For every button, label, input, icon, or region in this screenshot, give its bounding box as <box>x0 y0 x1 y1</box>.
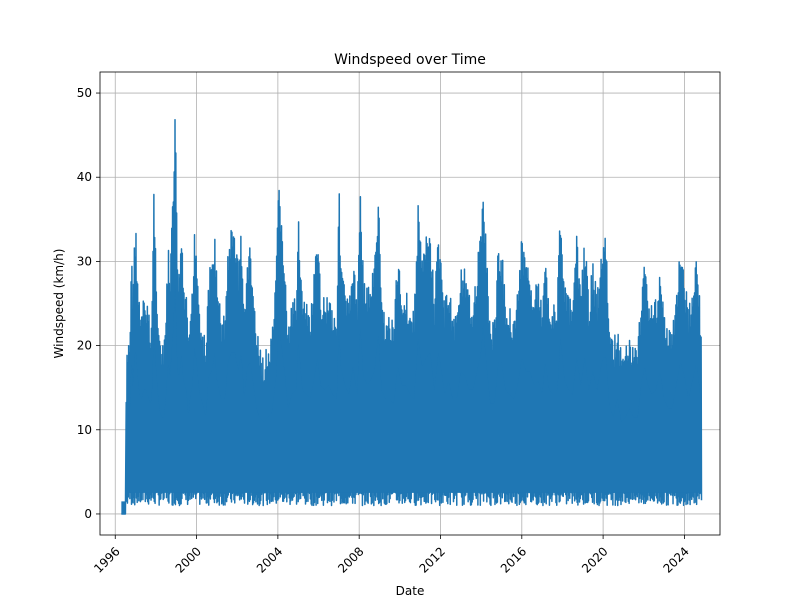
y-tick-label: 40 <box>77 170 92 184</box>
windspeed-dense-band <box>121 284 702 514</box>
series-windspeed <box>121 119 703 515</box>
y-tick-label: 50 <box>77 86 92 100</box>
y-tick-label: 30 <box>77 254 92 268</box>
chart-title: Windspeed over Time <box>334 52 486 68</box>
y-tick-label: 20 <box>77 339 92 353</box>
plot-frame <box>99 71 721 536</box>
y-axis: 0 10 20 30 40 50 <box>77 86 100 521</box>
x-axis-label: Date <box>396 584 425 598</box>
y-tick-label: 0 <box>84 507 92 521</box>
y-tick-label: 10 <box>77 423 92 437</box>
y-axis-label: Windspeed (km/h) <box>52 249 66 359</box>
